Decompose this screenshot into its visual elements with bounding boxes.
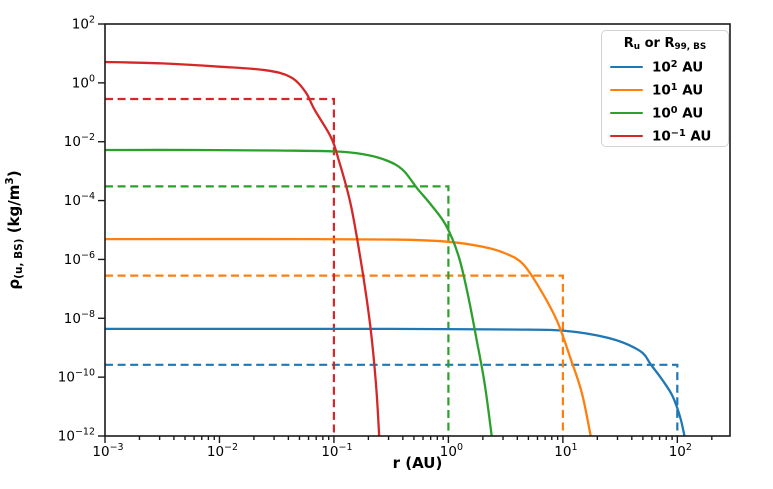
legend-entry-label: 100 AU (652, 104, 704, 121)
x-tick-label: 101 (554, 442, 577, 460)
legend-entry-label: 101 AU (652, 81, 704, 98)
legend-entry: 101 AU (602, 78, 728, 101)
legend-line-sample (610, 65, 643, 68)
legend-line-sample (610, 134, 643, 137)
bonnor-ebert-solid-curve-10-1AU (105, 60, 381, 436)
legend-entry-label: 10−1 AU (652, 127, 712, 144)
y-tick-label: 10−6 (64, 250, 95, 268)
legend: Ru or R99, BS 102 AU 101 AU 100 AU 10−1 AU (601, 30, 729, 147)
plot-frame (104, 23, 731, 437)
x-tick-label: 10−3 (92, 442, 123, 460)
legend-title: Ru or R99, BS (623, 36, 707, 53)
uniform-sphere-dashed-line-100AU (105, 185, 450, 436)
y-tick-label: 10−4 (64, 191, 95, 209)
x-axis-tick-labels: 10−3 10−2 10−1 100 101 102 (92, 442, 692, 460)
y-tick-label: 10−2 (64, 132, 95, 150)
y-axis-ticks (98, 23, 105, 437)
uniform-sphere-dashed-line-102AU (105, 363, 679, 436)
bonnor-ebert-solid-curve-102AU (105, 327, 686, 436)
uniform-sphere-dashed-line-101AU (105, 274, 564, 436)
x-axis-ticks (104, 436, 713, 443)
legend-entry: 102 AU (602, 55, 728, 78)
legend-line-sample (610, 111, 643, 114)
y-tick-label: 102 (72, 15, 95, 33)
bonnor-ebert-solid-curve-100AU (105, 148, 493, 436)
y-tick-label: 10−12 (58, 427, 95, 445)
x-axis-label: r (AU) (392, 454, 443, 472)
y-tick-label: 100 (72, 73, 95, 91)
y-tick-label: 10−10 (58, 368, 95, 386)
uniform-sphere-dashed-line-10-1AU (105, 97, 335, 436)
bonnor-ebert-solid-curve-101AU (105, 237, 592, 436)
x-tick-label: 10−2 (207, 442, 238, 460)
legend-entry: 10−1 AU (602, 124, 728, 147)
legend-entry-label: 102 AU (652, 58, 704, 75)
x-tick-label: 10−1 (321, 442, 352, 460)
y-axis-label: ρ(u, BS) (kg/m3) (4, 170, 25, 289)
x-tick-label: 100 (440, 442, 463, 460)
y-tick-label: 10−8 (64, 309, 95, 327)
legend-entry: 100 AU (602, 101, 728, 124)
legend-line-sample (610, 88, 643, 91)
y-axis-tick-labels: 102 100 10−2 10−4 10−6 10−8 10−10 10−12 (58, 15, 95, 445)
x-tick-label: 102 (669, 442, 692, 460)
curves-group (105, 60, 686, 436)
